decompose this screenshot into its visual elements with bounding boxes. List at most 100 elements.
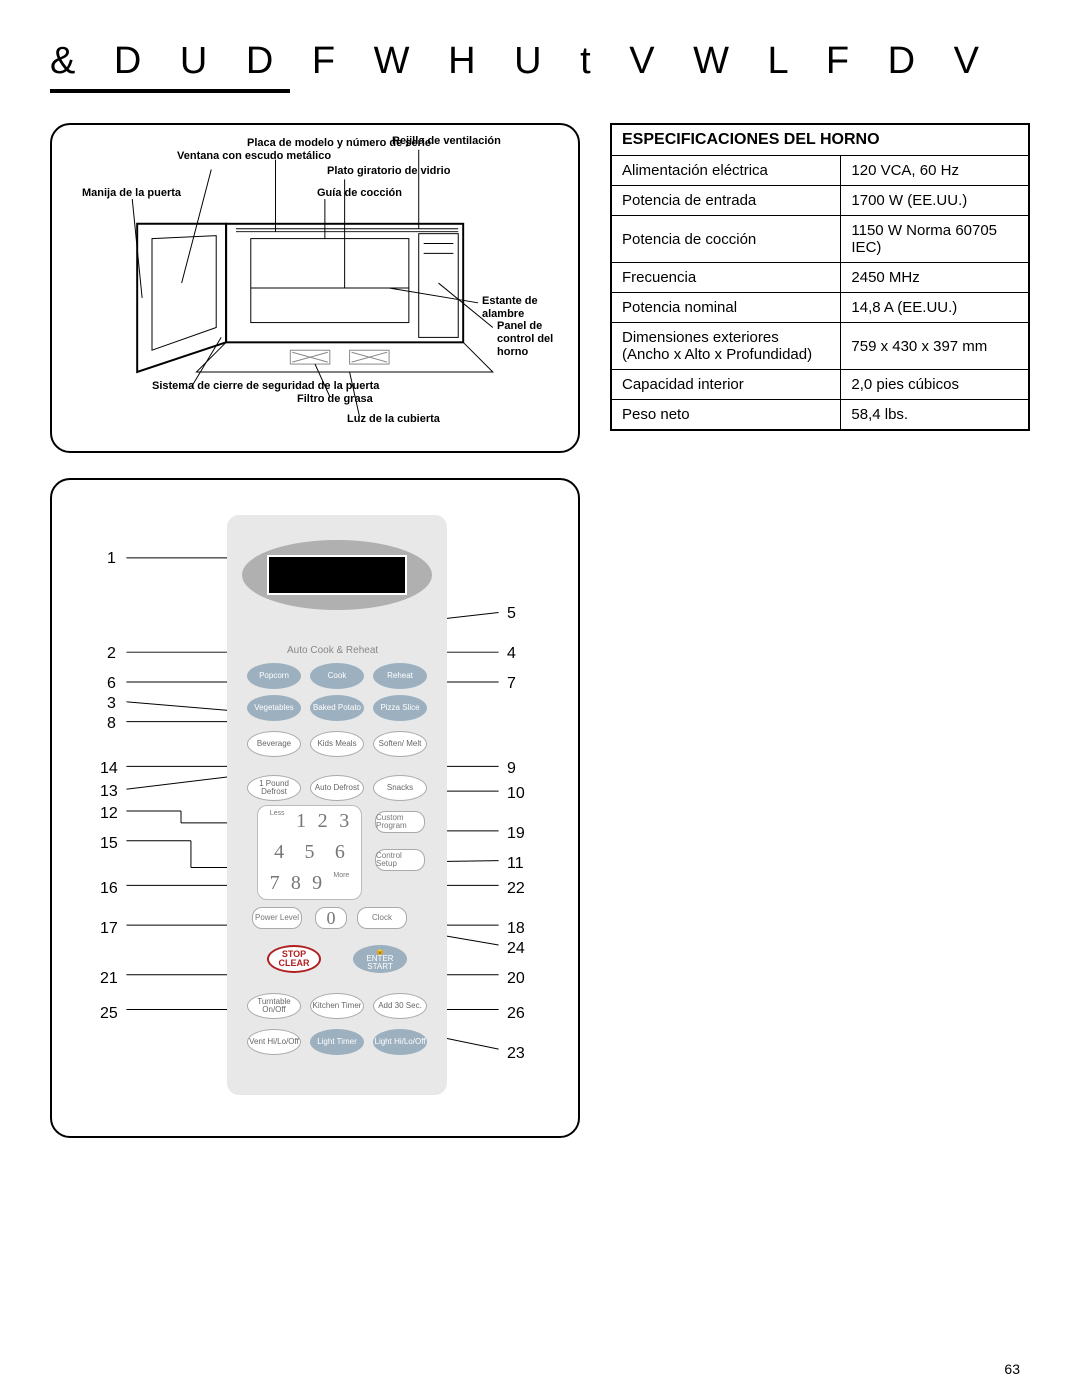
key-1[interactable]: 1	[296, 810, 306, 833]
callout-num: 26	[507, 1005, 525, 1023]
spec-value: 58,4 lbs.	[841, 400, 1029, 431]
spec-label: Potencia de entrada	[611, 186, 841, 216]
label-vent-grille: Rejilla de ventilación	[392, 135, 501, 148]
label-cook-guide: Guía de cocción	[317, 187, 402, 200]
callout-num: 17	[100, 920, 118, 938]
callout-num: 9	[507, 760, 516, 778]
callout-num: 21	[100, 970, 118, 988]
label-glass-tray: Plato giratorio de vidrio	[327, 165, 450, 178]
btn-auto-defrost[interactable]: Auto Defrost	[310, 775, 364, 801]
btn-custom-program[interactable]: Custom Program	[375, 811, 425, 833]
spec-value: 1700 W (EE.UU.)	[841, 186, 1029, 216]
btn-baked-potato[interactable]: Baked Potato	[310, 695, 364, 721]
spec-label: Dimensiones exteriores (Ancho x Alto x P…	[611, 323, 841, 370]
btn-control-setup[interactable]: Control Setup	[375, 849, 425, 871]
btn-snacks[interactable]: Snacks	[373, 775, 427, 801]
callout-num: 14	[100, 760, 118, 778]
spec-value: 1150 W Norma 60705 IEC)	[841, 216, 1029, 263]
label-hood-light: Luz de la cubierta	[347, 413, 440, 426]
spec-label: Peso neto	[611, 400, 841, 431]
callout-num: 20	[507, 970, 525, 988]
btn-pound-defrost[interactable]: 1 Pound Defrost	[247, 775, 301, 801]
spec-label: Potencia nominal	[611, 293, 841, 323]
btn-power-level[interactable]: Power Level	[252, 907, 302, 929]
callout-num: 15	[100, 835, 118, 853]
btn-reheat[interactable]: Reheat	[373, 663, 427, 689]
key-6[interactable]: 6	[335, 841, 345, 864]
btn-vent[interactable]: Vent Hi/Lo/Off	[247, 1029, 301, 1055]
callout-num: 24	[507, 940, 525, 958]
spec-value: 759 x 430 x 397 mm	[841, 323, 1029, 370]
btn-clock[interactable]: Clock	[357, 907, 407, 929]
key-5[interactable]: 5	[304, 841, 314, 864]
panel-face: Auto Cook & Reheat Popcorn Cook Reheat V…	[227, 515, 447, 1095]
spec-table: ESPECIFICACIONES DEL HORNO Alimentación …	[610, 123, 1030, 431]
spec-value: 120 VCA, 60 Hz	[841, 156, 1029, 186]
btn-stop-clear[interactable]: STOP CLEAR	[267, 945, 321, 973]
callout-num: 4	[507, 645, 516, 663]
spec-value: 2450 MHz	[841, 263, 1029, 293]
callout-num: 8	[107, 715, 116, 733]
btn-popcorn[interactable]: Popcorn	[247, 663, 301, 689]
control-panel-diagram: Auto Cook & Reheat Popcorn Cook Reheat V…	[50, 478, 580, 1138]
page-number: 63	[1004, 1361, 1020, 1377]
callout-num: 22	[507, 880, 525, 898]
key-8[interactable]: 8	[291, 872, 301, 895]
spec-value: 14,8 A (EE.UU.)	[841, 293, 1029, 323]
key-4[interactable]: 4	[274, 841, 284, 864]
spec-label: Potencia de cocción	[611, 216, 841, 263]
callout-num: 2	[107, 645, 116, 663]
label-door-handle: Manija de la puerta	[82, 187, 181, 200]
callout-num: 1	[107, 550, 116, 568]
spec-table-title: ESPECIFICACIONES DEL HORNO	[611, 124, 1029, 156]
btn-turntable[interactable]: Turntable On/Off	[247, 993, 301, 1019]
btn-enter-start[interactable]: 🔒ENTER START	[353, 945, 407, 973]
callout-num: 7	[507, 675, 516, 693]
auto-cook-heading: Auto Cook & Reheat	[287, 645, 378, 656]
label-safety-lock: Sistema de cierre de seguridad de la pue…	[152, 380, 379, 393]
btn-kids-meals[interactable]: Kids Meals	[310, 731, 364, 757]
spec-label: Alimentación eléctrica	[611, 156, 841, 186]
key-0[interactable]: 0	[315, 907, 347, 929]
btn-beverage[interactable]: Beverage	[247, 731, 301, 757]
callout-num: 23	[507, 1045, 525, 1063]
keypad[interactable]: Less 123 456 789 More	[257, 805, 362, 900]
page-title: & D U D F W H U t V W L F D V	[50, 40, 1030, 83]
callout-num: 6	[107, 675, 116, 693]
btn-soften-melt[interactable]: Soften/ Melt	[373, 731, 427, 757]
btn-light-timer[interactable]: Light Timer	[310, 1029, 364, 1055]
spec-value: 2,0 pies cúbicos	[841, 370, 1029, 400]
microwave-diagram: Placa de modelo y número de serie Rejill…	[50, 123, 580, 453]
callout-num: 16	[100, 880, 118, 898]
callout-num: 11	[507, 855, 524, 873]
callout-num: 3	[107, 695, 116, 713]
title-underline	[50, 89, 290, 93]
keypad-less: Less	[270, 810, 285, 833]
spec-label: Frecuencia	[611, 263, 841, 293]
callout-num: 12	[100, 805, 118, 823]
callout-num: 18	[507, 920, 525, 938]
label-window: Ventana con escudo metálico	[177, 150, 331, 163]
key-7[interactable]: 7	[270, 872, 280, 895]
keypad-more: More	[333, 872, 349, 895]
spec-label: Capacidad interior	[611, 370, 841, 400]
callout-num: 25	[100, 1005, 118, 1023]
callout-num: 19	[507, 825, 525, 843]
btn-cook[interactable]: Cook	[310, 663, 364, 689]
btn-vegetables[interactable]: Vegetables	[247, 695, 301, 721]
btn-add-30[interactable]: Add 30 Sec.	[373, 993, 427, 1019]
key-2[interactable]: 2	[318, 810, 328, 833]
label-control-panel: Panel de control del horno	[497, 320, 578, 360]
display-inner	[267, 555, 407, 595]
label-grease-filter: Filtro de grasa	[297, 393, 373, 406]
btn-light[interactable]: Light Hi/Lo/Off	[373, 1029, 427, 1055]
key-9[interactable]: 9	[312, 872, 322, 895]
key-3[interactable]: 3	[339, 810, 349, 833]
callout-num: 10	[507, 785, 525, 803]
callout-num: 5	[507, 605, 516, 623]
btn-kitchen-timer[interactable]: Kitchen Timer	[310, 993, 364, 1019]
display-window	[242, 540, 432, 610]
callout-num: 13	[100, 783, 118, 801]
btn-pizza-slice[interactable]: Pizza Slice	[373, 695, 427, 721]
label-wire-shelf: Estante de alambre	[482, 295, 578, 321]
